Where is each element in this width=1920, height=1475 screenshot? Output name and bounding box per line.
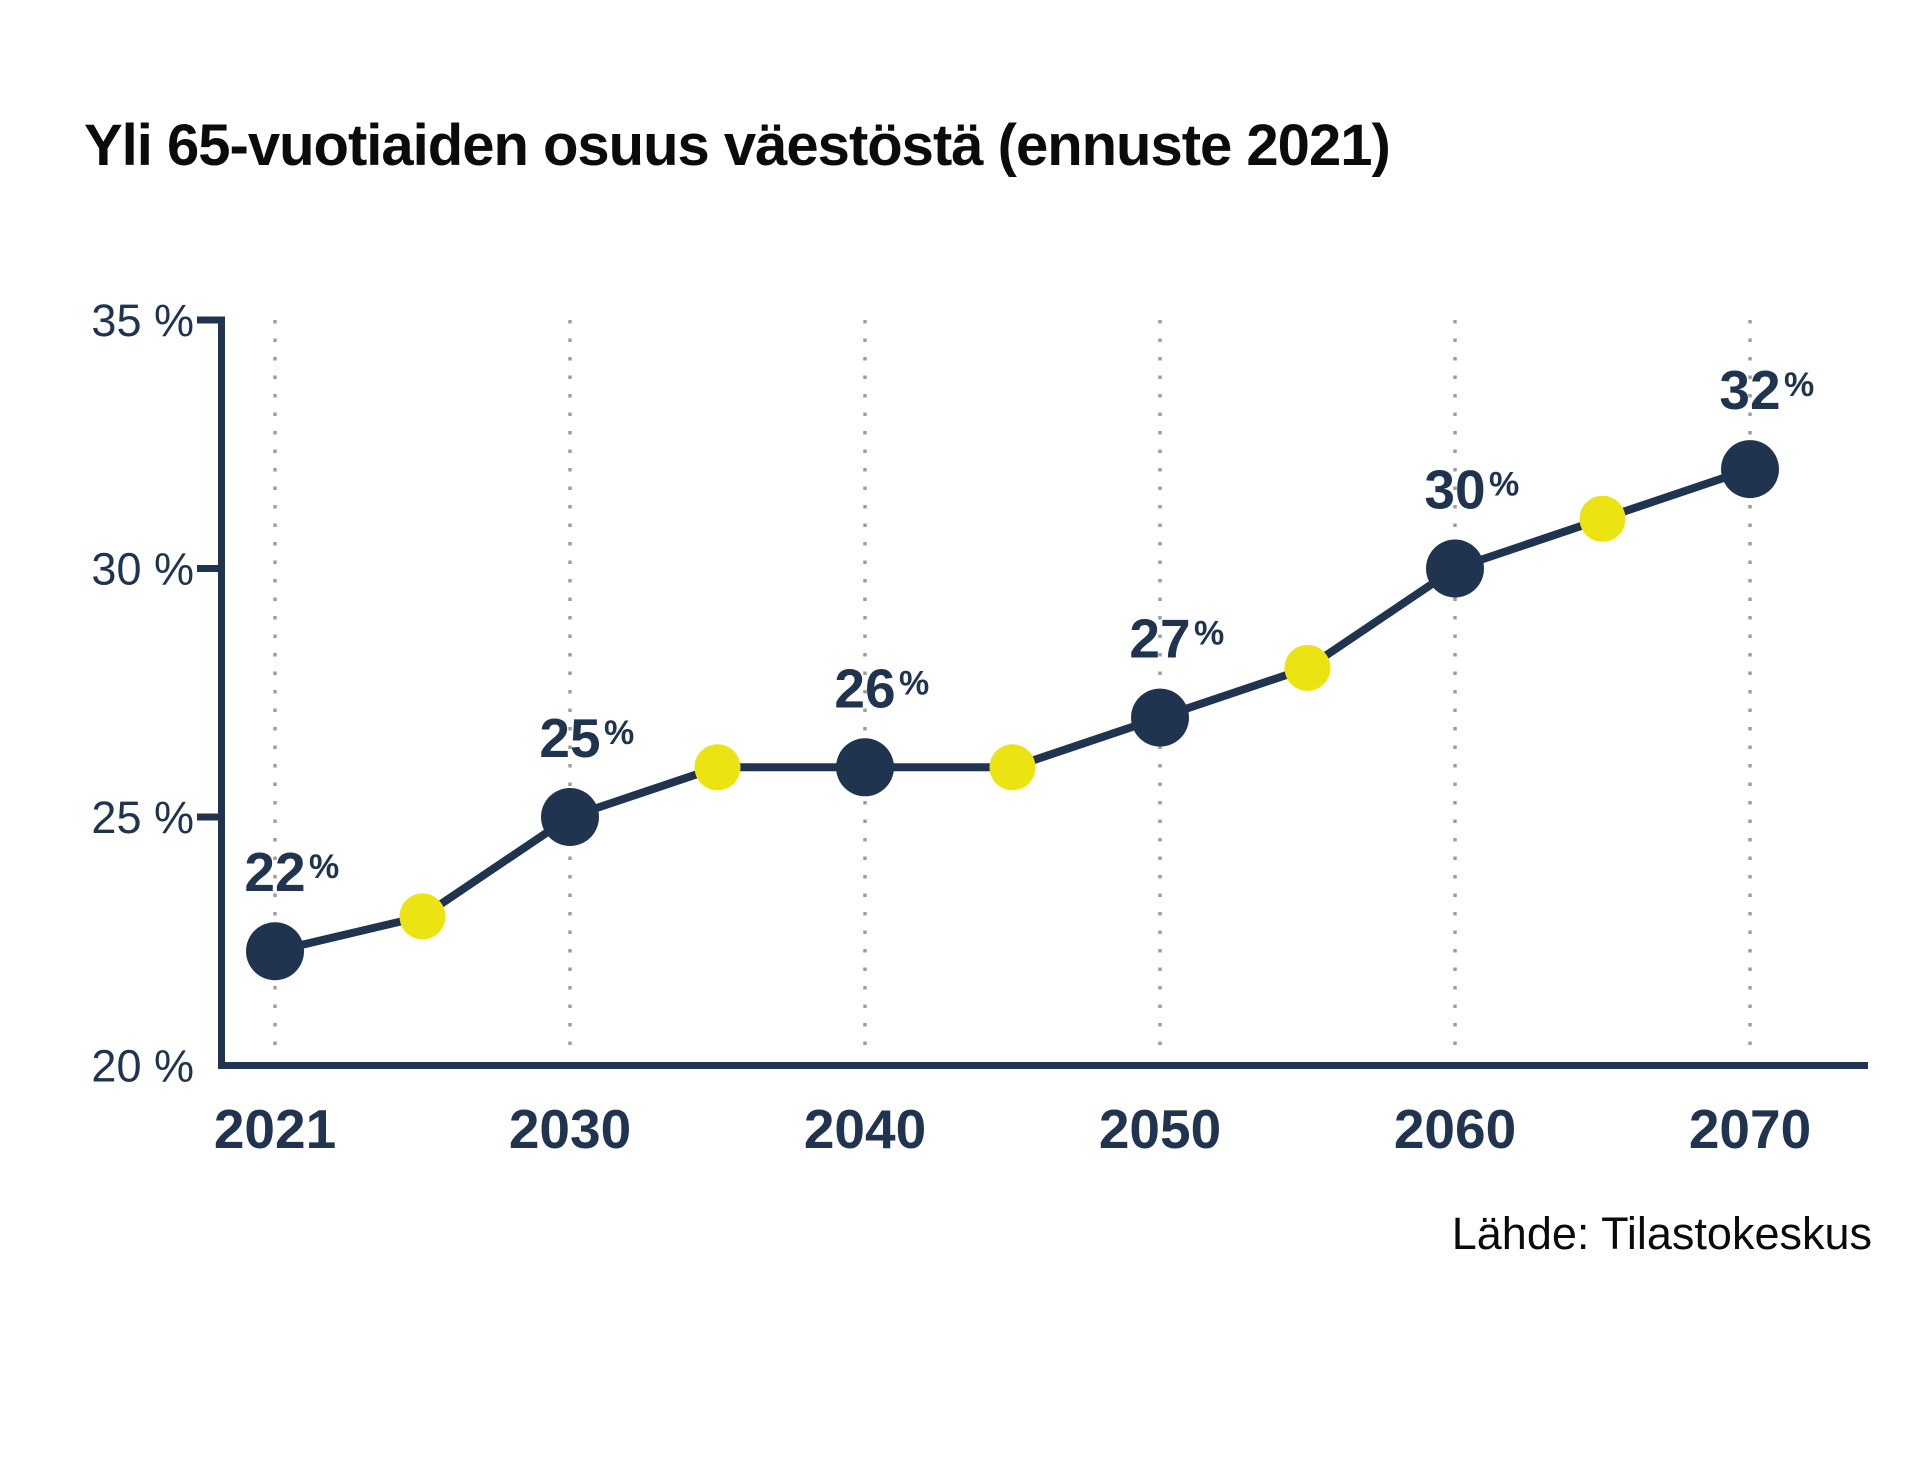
axis-group <box>197 316 1868 1069</box>
point-label-2060: 30 <box>1424 459 1485 521</box>
point-label-2040: 26 <box>834 657 895 719</box>
data-points-group <box>246 440 1779 981</box>
point-label-suffix-2040: % <box>899 664 929 702</box>
x-tick-label-2030: 2030 <box>509 1098 631 1160</box>
point-label-suffix-2070: % <box>1784 366 1814 404</box>
data-point-2045 <box>989 744 1036 791</box>
data-point-2055 <box>1284 644 1331 691</box>
x-tick-label-2060: 2060 <box>1394 1098 1516 1160</box>
point-label-2030: 25 <box>539 707 600 769</box>
data-point-2025 <box>399 893 446 940</box>
x-axis-labels-group: 2021 2030 2040 2050 2060 2070 <box>214 1098 1811 1160</box>
y-axis-labels-group: 35 % 30 % 25 % 20 % <box>91 295 194 1092</box>
chart-title: Yli 65-vuotiaiden osuus väestöstä (ennus… <box>84 113 1391 178</box>
data-point-2035 <box>694 744 741 791</box>
point-label-2070: 32 <box>1719 359 1780 421</box>
source-note: Lähde: Tilastokeskus <box>1451 1208 1872 1259</box>
x-tick-label-2021: 2021 <box>214 1098 336 1160</box>
point-label-suffix-2021: % <box>309 848 339 886</box>
data-point-2030 <box>541 788 599 846</box>
x-tick-label-2040: 2040 <box>804 1098 926 1160</box>
point-label-suffix-2050: % <box>1194 615 1224 653</box>
point-label-suffix-2060: % <box>1489 466 1519 504</box>
data-point-2060 <box>1426 539 1484 598</box>
data-point-2070 <box>1721 440 1779 499</box>
x-tick-label-2050: 2050 <box>1099 1098 1221 1160</box>
data-point-2021 <box>246 922 304 981</box>
data-point-2065 <box>1579 495 1626 542</box>
y-tick-label-30: 30 % <box>91 544 194 595</box>
point-labels-group: 22 %25 %26 %27 %30 %32% <box>244 359 1814 903</box>
y-tick-label-35: 35 % <box>91 295 194 346</box>
data-point-2050 <box>1131 688 1189 747</box>
x-tick-label-2070: 2070 <box>1689 1098 1811 1160</box>
point-label-2050: 27 <box>1129 608 1190 670</box>
data-line-path <box>274 465 1752 956</box>
data-point-2040 <box>836 738 894 797</box>
point-label-suffix-2030: % <box>604 714 634 752</box>
y-tick-label-20: 20 % <box>91 1041 194 1092</box>
gridlines-group <box>273 320 1752 1059</box>
point-label-2021: 22 <box>244 841 305 903</box>
y-tick-label-25: 25 % <box>91 792 194 843</box>
data-line-group <box>274 465 1752 956</box>
